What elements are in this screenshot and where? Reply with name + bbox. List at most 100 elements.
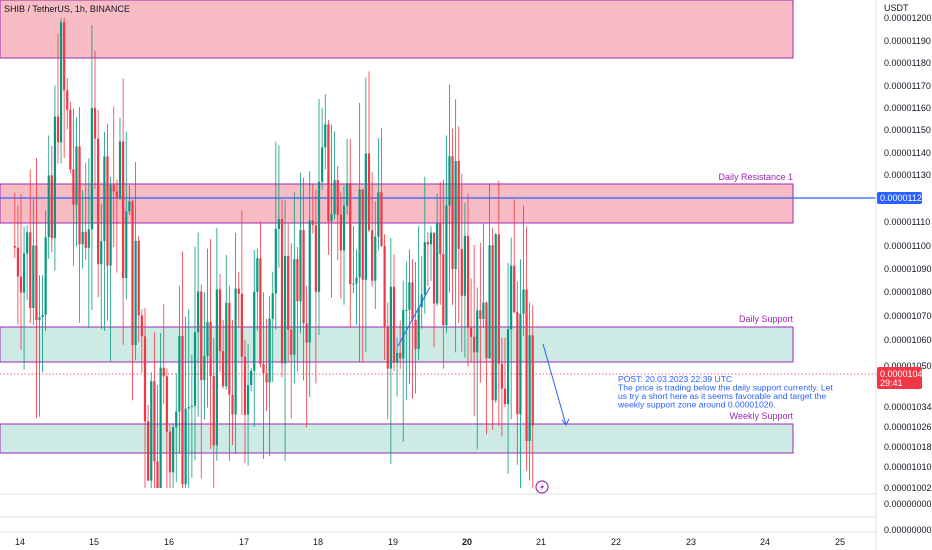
candle-up: [38, 317, 41, 320]
candle-up: [519, 313, 522, 415]
price-tick-label: 0.00001026: [884, 422, 932, 432]
candle-down: [181, 336, 184, 485]
candle-down: [131, 201, 134, 346]
candle-down: [287, 255, 290, 330]
price-tick-label: 0.00001110: [884, 217, 930, 227]
candle-down: [19, 276, 23, 293]
candle-up: [246, 385, 250, 415]
candle-down: [399, 352, 402, 359]
candle-down: [414, 319, 417, 349]
candle-up: [436, 223, 439, 304]
candle-down: [380, 192, 383, 246]
candle-up: [87, 229, 90, 248]
currency-label: USDT: [884, 3, 909, 13]
candle-up: [429, 232, 433, 245]
candle-up: [522, 289, 525, 314]
candle-down: [411, 282, 414, 320]
candle-down: [367, 153, 371, 231]
candle-up: [187, 406, 190, 409]
candle-up: [528, 335, 531, 441]
candle-down: [143, 336, 147, 422]
candle-up: [476, 310, 479, 353]
candle-up: [423, 242, 426, 295]
candle-down: [209, 321, 212, 377]
trend-line-up[interactable]: [397, 286, 431, 347]
candle-up: [215, 289, 218, 446]
candle-down: [451, 156, 454, 270]
daily-support-label: Daily Support: [739, 314, 794, 324]
note-line-1: POST: 20.03.2023 22:39 UTC: [618, 374, 732, 384]
candle-down: [115, 191, 118, 199]
candle-up: [100, 241, 103, 265]
candle-up: [32, 245, 35, 309]
candle-down: [153, 381, 156, 462]
candle-down: [200, 291, 203, 381]
lightning-icon[interactable]: [535, 480, 549, 494]
candle-down: [122, 141, 125, 278]
projection-arrow[interactable]: [542, 343, 570, 426]
upper-resistance-zone[interactable]: [0, 0, 794, 59]
candle-up: [22, 253, 26, 293]
candle-down: [156, 461, 159, 488]
candle-up: [482, 302, 485, 319]
candle-up: [47, 175, 50, 238]
candle-down: [218, 289, 222, 352]
candle-down: [460, 248, 463, 296]
candle-up: [125, 211, 128, 278]
date-tick-label: 17: [239, 537, 249, 547]
candle-down: [97, 138, 100, 265]
trade-note[interactable]: POST: 20.03.2023 22:39 UTC The price is …: [617, 374, 833, 410]
candle-down: [265, 373, 268, 383]
level-price-badge[interactable]: 0.00001120: [877, 192, 927, 204]
candle-down: [525, 289, 528, 441]
date-tick-label: 16: [164, 537, 174, 547]
candle-up: [510, 265, 513, 330]
price-ticks: 0.00001200 0.00001190 0.00001180 0.00001170…: [884, 13, 932, 493]
candle-up: [494, 234, 497, 401]
candle-down: [259, 258, 262, 365]
price-tick-label: 0.00001130: [884, 170, 931, 180]
candle-up: [109, 185, 112, 266]
candle-down: [516, 312, 519, 415]
candle-up: [268, 318, 271, 383]
candle-down: [280, 219, 284, 364]
price-tick-label: 0.00001140: [884, 148, 931, 158]
candle-up: [90, 108, 94, 230]
candle-down: [392, 286, 396, 363]
current-price-badge[interactable]: 0.00001047 29:41: [877, 367, 928, 389]
candle-up: [271, 293, 274, 319]
price-tick-label: 0.00001034: [884, 402, 932, 412]
candle-up: [321, 147, 324, 182]
projection-arrow-line: [542, 343, 567, 426]
candle-down: [162, 367, 165, 377]
candle-up: [225, 302, 228, 387]
candle-up: [445, 205, 448, 326]
candle-down: [72, 169, 75, 205]
note-line-4: weekly support zone around 0.00001026.: [617, 400, 776, 410]
price-axis[interactable]: [876, 0, 932, 550]
candle-down: [457, 160, 460, 249]
candle-down: [361, 189, 364, 280]
time-axis[interactable]: 14 15 16 17 18 19 20 21 22 23 24 25: [15, 537, 845, 547]
candle-up: [454, 160, 457, 270]
candle-up: [178, 336, 181, 412]
price-tick-label: 0.00001100: [884, 241, 931, 251]
date-tick-label: 19: [388, 537, 398, 547]
candle-up: [389, 286, 392, 369]
candle-down: [473, 336, 476, 353]
candle-up: [103, 156, 106, 242]
candle-up: [172, 427, 175, 473]
candle-up: [59, 22, 63, 143]
candle-down: [147, 421, 150, 481]
weekly-support-zone[interactable]: [0, 423, 794, 454]
weekly-support-label: Weekly Support: [730, 411, 794, 421]
candle-down: [371, 230, 374, 281]
candle-up: [159, 367, 162, 488]
date-tick-label: 22: [611, 537, 621, 547]
candle-up: [53, 116, 57, 239]
price-tick-label: 0.00001090: [884, 264, 932, 274]
candle-up: [206, 321, 209, 357]
candle-up: [253, 291, 256, 371]
